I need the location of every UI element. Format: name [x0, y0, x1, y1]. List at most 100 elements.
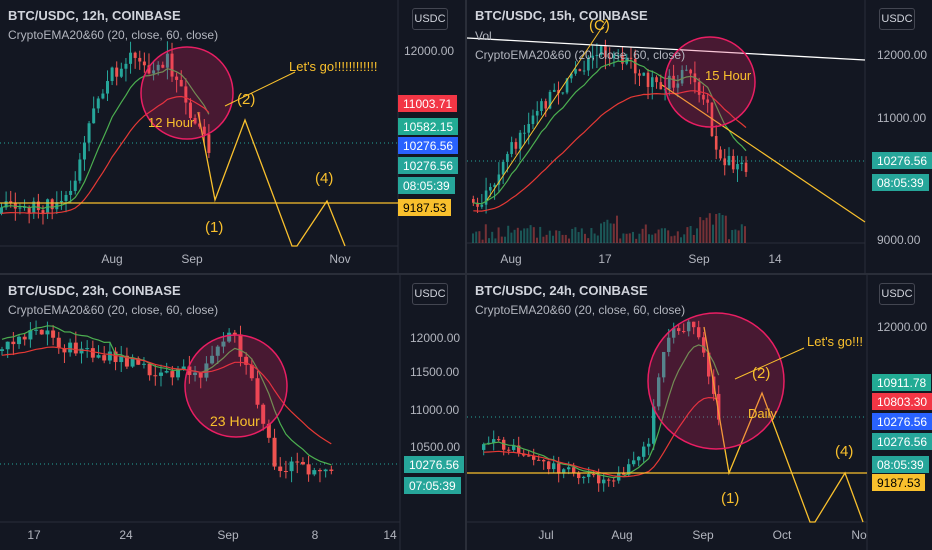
- panel-divider-horizontal[interactable]: [0, 273, 932, 275]
- volume-bar: [600, 223, 602, 243]
- volume-bar: [651, 234, 654, 243]
- candle: [512, 445, 516, 450]
- candle: [272, 437, 277, 467]
- annotation-text: (4): [315, 170, 333, 187]
- volume-bar: [564, 234, 567, 243]
- candle: [306, 464, 311, 475]
- candle: [740, 162, 744, 165]
- currency-button[interactable]: USDC: [412, 283, 448, 305]
- candle: [540, 101, 543, 112]
- chart-panel-12h[interactable]: Let's go!!!!!!!!!!!! (2) 12 Hour (4) (1) 1200…: [0, 0, 465, 273]
- x-tick-label: Sep: [217, 528, 239, 542]
- candle: [188, 102, 192, 119]
- candle: [73, 180, 77, 191]
- candle: [497, 174, 501, 185]
- candle: [489, 186, 492, 191]
- chart-panel-24h[interactable]: Let's go!!! (2) Daily (4) (1) 12000.00 Jul Aug S…: [467, 275, 932, 550]
- ema20-line: [483, 344, 720, 479]
- panel-divider-vertical[interactable]: [465, 0, 467, 550]
- candle: [548, 91, 552, 109]
- candle: [697, 327, 701, 338]
- volume-bar: [724, 215, 727, 243]
- price-tag: 9187.53: [398, 199, 452, 216]
- candle: [676, 83, 680, 88]
- volume-bar: [728, 239, 730, 243]
- candle: [110, 67, 114, 82]
- highlight-circle: [664, 36, 756, 128]
- candle: [0, 207, 3, 214]
- chart-canvas-24h[interactable]: Let's go!!! (2) Daily (4) (1) 12000.00 Jul Aug S…: [467, 275, 932, 550]
- currency-button[interactable]: USDC: [879, 283, 915, 305]
- volume-bar: [529, 225, 532, 243]
- candle: [244, 356, 249, 365]
- volume-bar: [667, 230, 670, 243]
- volume-bar: [625, 233, 628, 243]
- candle: [323, 469, 328, 472]
- price-tag: 10276.56: [404, 456, 465, 473]
- candle: [632, 460, 636, 465]
- candle: [312, 470, 317, 475]
- chart-canvas-15h[interactable]: (C)15 Hour12000.0011000.0010000.009000.0…: [467, 0, 932, 273]
- volume-bar: [680, 237, 682, 243]
- volume-bar: [641, 228, 644, 243]
- chart-panel-15h[interactable]: (C)15 Hour12000.0011000.0010000.009000.0…: [467, 0, 932, 273]
- highlight-circle: [647, 312, 785, 450]
- candle: [249, 364, 254, 379]
- volume-bar: [612, 223, 615, 243]
- candle: [532, 456, 536, 460]
- volume-bar: [718, 213, 721, 243]
- candle: [493, 184, 496, 187]
- candle: [11, 341, 16, 345]
- price-tag: 10276.56: [872, 413, 932, 430]
- currency-button[interactable]: USDC: [879, 8, 915, 30]
- candle: [124, 355, 129, 367]
- candle: [567, 467, 571, 470]
- candle: [170, 53, 174, 77]
- candle: [537, 459, 541, 461]
- volume-bar: [635, 238, 638, 243]
- volume-bar: [520, 230, 522, 243]
- volume-bar: [523, 228, 526, 243]
- candle: [227, 332, 232, 342]
- candle: [657, 377, 661, 407]
- chart-canvas-23h[interactable]: 23 Hour 12000.00 11500.00 11000.00 10500.00 1…: [0, 275, 465, 550]
- volume-bar: [609, 223, 612, 243]
- candle: [744, 162, 748, 172]
- y-tick-label: 12000.00: [410, 331, 460, 345]
- candle: [577, 472, 581, 479]
- chart-canvas-12h[interactable]: Let's go!!!!!!!!!!!! (2) 12 Hour (4) (1) 1200…: [0, 0, 465, 273]
- volume-bar: [593, 233, 596, 243]
- candle: [161, 64, 165, 68]
- candle: [527, 124, 530, 133]
- volume-bar: [510, 232, 513, 243]
- candle: [565, 78, 569, 93]
- candle: [261, 404, 266, 424]
- annotation-text: 15 Hour: [705, 68, 752, 83]
- candle: [51, 330, 56, 338]
- volume-bar: [657, 229, 660, 243]
- chart-panel-23h[interactable]: 23 Hour 12000.00 11500.00 11000.00 10500.00 1…: [0, 275, 465, 550]
- candle: [582, 70, 586, 72]
- candle: [689, 69, 692, 74]
- ema20-line: [1, 67, 210, 210]
- candle: [557, 463, 561, 474]
- candle: [82, 142, 86, 160]
- price-tag: 10276.56: [398, 137, 459, 154]
- candle: [130, 358, 135, 367]
- ema60-line: [1, 95, 210, 215]
- candle: [136, 358, 141, 365]
- candle: [158, 372, 163, 376]
- x-tick-label: No: [851, 528, 867, 542]
- candle: [612, 55, 616, 59]
- volume-bar: [516, 227, 519, 243]
- annotation-text: (C): [589, 17, 610, 34]
- x-tick-label: Nov: [329, 252, 350, 266]
- currency-button[interactable]: USDC: [412, 8, 448, 30]
- candle: [591, 55, 594, 58]
- candle: [612, 480, 616, 482]
- y-tick-label: 11000.00: [410, 403, 459, 417]
- candle: [702, 337, 706, 353]
- candle: [175, 76, 179, 80]
- candle: [587, 57, 590, 71]
- volume-bar: [552, 235, 554, 243]
